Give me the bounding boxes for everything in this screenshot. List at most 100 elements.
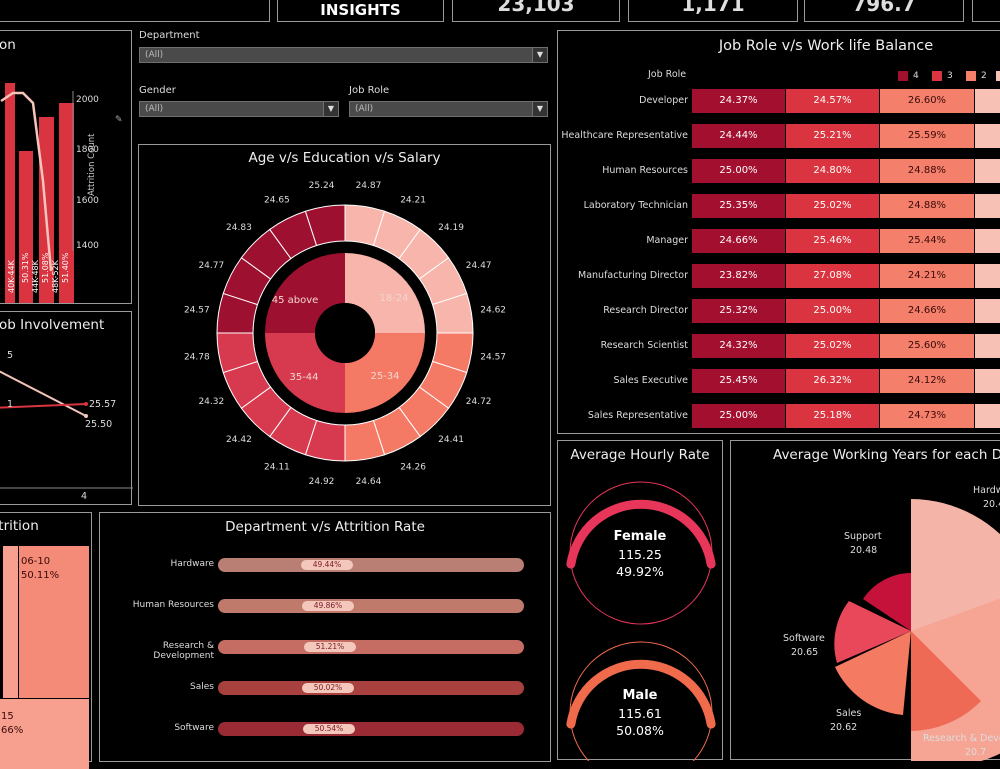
inner-label: 45 above bbox=[272, 295, 319, 306]
wlb-segment-v2[interactable]: 25.59% bbox=[880, 124, 974, 148]
wlb-segment-v2[interactable]: 24.88% bbox=[880, 194, 974, 218]
wlb-segment-v2[interactable]: 24.88% bbox=[880, 159, 974, 183]
treemap-cell-label-2: 15 bbox=[1, 711, 14, 722]
job-role-row[interactable]: Human Resources 25.00% 24.80% 24.88% bbox=[558, 159, 1000, 183]
outer-value-label: 24.83 bbox=[226, 223, 252, 233]
kpi-insights-label: INSIGHTS bbox=[320, 1, 401, 19]
treemap-cell-15[interactable]: 15 66% bbox=[0, 699, 89, 769]
rose-slice-support bbox=[863, 573, 911, 631]
outer-value-label: 24.41 bbox=[438, 435, 464, 445]
kpi-insights: INSIGHTS bbox=[277, 0, 444, 22]
wlb-segment-v3[interactable]: 25.18% bbox=[786, 404, 879, 428]
chevron-down-icon[interactable]: ▼ bbox=[532, 48, 547, 62]
wlb-segment-v3[interactable]: 25.00% bbox=[786, 299, 879, 323]
job-role-row[interactable]: Research Scientist 24.32% 25.02% 25.60% bbox=[558, 334, 1000, 358]
wlb-segment-v4[interactable]: 24.37% bbox=[692, 89, 785, 113]
wy-value-software: 20.65 bbox=[791, 647, 819, 658]
wlb-segment-v4[interactable]: 24.32% bbox=[692, 334, 785, 358]
male-value: 115.61 bbox=[618, 706, 662, 721]
outer-value-label: 24.47 bbox=[466, 261, 492, 271]
inner-label: 35-44 bbox=[289, 372, 318, 383]
wlb-segment-v3[interactable]: 27.08% bbox=[786, 264, 879, 288]
wlb-segment-v4[interactable]: 25.32% bbox=[692, 299, 785, 323]
dept-name: Human Resources bbox=[132, 600, 214, 610]
treemap-panel: ttrition 06-10 50.11% 15 66% bbox=[0, 512, 92, 769]
wlb-segment-v4[interactable]: 25.45% bbox=[692, 369, 785, 393]
job-role-row[interactable]: Developer 24.37% 24.57% 26.60% bbox=[558, 89, 1000, 113]
wlb-segment-v2[interactable]: 25.44% bbox=[880, 229, 974, 253]
wlb-segment-v1[interactable] bbox=[975, 159, 1000, 183]
chevron-down-icon[interactable]: ▼ bbox=[323, 102, 338, 116]
treemap-cell-value: 50.11% bbox=[21, 570, 60, 581]
wlb-segment-v2[interactable]: 26.60% bbox=[880, 89, 974, 113]
wlb-segment-v1[interactable] bbox=[975, 334, 1000, 358]
job-role-row[interactable]: Sales Representative 25.00% 25.18% 24.73% bbox=[558, 404, 1000, 428]
job-role-dropdown[interactable]: (All) ▼ bbox=[349, 101, 548, 117]
job-role-name: Manufacturing Director bbox=[578, 270, 688, 281]
wlb-segment-v1[interactable] bbox=[975, 229, 1000, 253]
wlb-segment-v3[interactable]: 25.21% bbox=[786, 124, 879, 148]
outer-value-label: 24.11 bbox=[264, 463, 290, 473]
wlb-segment-v1[interactable] bbox=[975, 404, 1000, 428]
job-role-row[interactable]: Healthcare Representative 24.44% 25.21% 25.… bbox=[558, 124, 1000, 148]
wlb-segment-v4[interactable]: 25.00% bbox=[692, 159, 785, 183]
job-role-name: Developer bbox=[639, 95, 688, 106]
wlb-segment-v3[interactable]: 24.80% bbox=[786, 159, 879, 183]
wlb-segment-v2[interactable]: 24.66% bbox=[880, 299, 974, 323]
kpi-3: 796.7 bbox=[804, 0, 964, 22]
dept-name: Sales bbox=[190, 682, 214, 692]
wlb-segment-v2[interactable]: 24.12% bbox=[880, 369, 974, 393]
wlb-segment-v3[interactable]: 25.02% bbox=[786, 194, 879, 218]
wlb-segment-v1[interactable] bbox=[975, 194, 1000, 218]
gender-dropdown[interactable]: (All) ▼ bbox=[139, 101, 339, 117]
dept-attrition-bar[interactable]: 50.02% bbox=[218, 681, 524, 695]
outer-value-label: 24.77 bbox=[198, 261, 224, 271]
dept-attrition-value: 51.21% bbox=[304, 642, 356, 652]
wlb-segment-v4[interactable]: 24.44% bbox=[692, 124, 785, 148]
wlb-segment-v3[interactable]: 25.02% bbox=[786, 334, 879, 358]
wlb-segment-v3[interactable]: 25.46% bbox=[786, 229, 879, 253]
wlb-segment-v4[interactable]: 25.00% bbox=[692, 404, 785, 428]
wlb-segment-v3[interactable]: 24.57% bbox=[786, 89, 879, 113]
kpi-4 bbox=[972, 0, 1000, 22]
job-role-row[interactable]: Sales Executive 25.45% 26.32% 24.12% bbox=[558, 369, 1000, 393]
pin-icon[interactable]: ✎ bbox=[115, 115, 123, 125]
wlb-segment-v2[interactable]: 24.21% bbox=[880, 264, 974, 288]
income-bar-1 bbox=[19, 151, 33, 303]
job-role-row[interactable]: Research Director 25.32% 25.00% 24.66% bbox=[558, 299, 1000, 323]
department-dropdown[interactable]: (All) ▼ bbox=[139, 47, 548, 63]
wlb-segment-v1[interactable] bbox=[975, 124, 1000, 148]
job-role-name: Sales Representative bbox=[587, 410, 688, 421]
job-role-name: Healthcare Representative bbox=[561, 130, 688, 141]
outer-value-label: 24.72 bbox=[466, 397, 492, 407]
dept-attrition-bar[interactable]: 49.86% bbox=[218, 599, 524, 613]
job-role-row[interactable]: Manufacturing Director 23.82% 27.08% 24.21% bbox=[558, 264, 1000, 288]
treemap-cell-06-10[interactable]: 06-10 50.11% bbox=[19, 546, 89, 698]
wy-value-hardware: 20.4 bbox=[983, 499, 1000, 510]
wlb-segment-v4[interactable]: 24.66% bbox=[692, 229, 785, 253]
wy-value-rnd: 20.7 bbox=[965, 747, 987, 758]
dept-attrition-bar[interactable]: 49.44% bbox=[218, 558, 524, 572]
job-role-row[interactable]: Manager 24.66% 25.46% 25.44% bbox=[558, 229, 1000, 253]
wlb-segment-v1[interactable] bbox=[975, 299, 1000, 323]
wlb-segment-v2[interactable]: 24.73% bbox=[880, 404, 974, 428]
involvement-axis-tick: 4 bbox=[81, 491, 88, 502]
chevron-down-icon[interactable]: ▼ bbox=[532, 102, 547, 116]
dept-attrition-bar[interactable]: 50.54% bbox=[218, 722, 524, 736]
wlb-segment-v4[interactable]: 23.82% bbox=[692, 264, 785, 288]
wy-label-sales: Sales bbox=[836, 708, 862, 719]
wlb-segment-v2[interactable]: 25.60% bbox=[880, 334, 974, 358]
wlb-segment-v1[interactable] bbox=[975, 369, 1000, 393]
wlb-segment-v1[interactable] bbox=[975, 264, 1000, 288]
wlb-segment-v3[interactable]: 26.32% bbox=[786, 369, 879, 393]
involvement-label-5: 5 bbox=[7, 350, 14, 361]
legend-swatch-4 bbox=[898, 71, 908, 81]
wlb-segment-v1[interactable] bbox=[975, 89, 1000, 113]
outer-value-label: 24.65 bbox=[264, 195, 290, 205]
hourly-rate-gauges bbox=[566, 481, 716, 761]
job-role-wlb-title: Job Role v/s Work life Balance bbox=[718, 38, 934, 54]
job-role-row[interactable]: Laboratory Technician 25.35% 25.02% 24.88% bbox=[558, 194, 1000, 218]
wlb-segment-v4[interactable]: 25.35% bbox=[692, 194, 785, 218]
dept-attrition-title: Department v/s Attrition Rate bbox=[225, 519, 425, 535]
dept-attrition-bar[interactable]: 51.21% bbox=[218, 640, 524, 654]
